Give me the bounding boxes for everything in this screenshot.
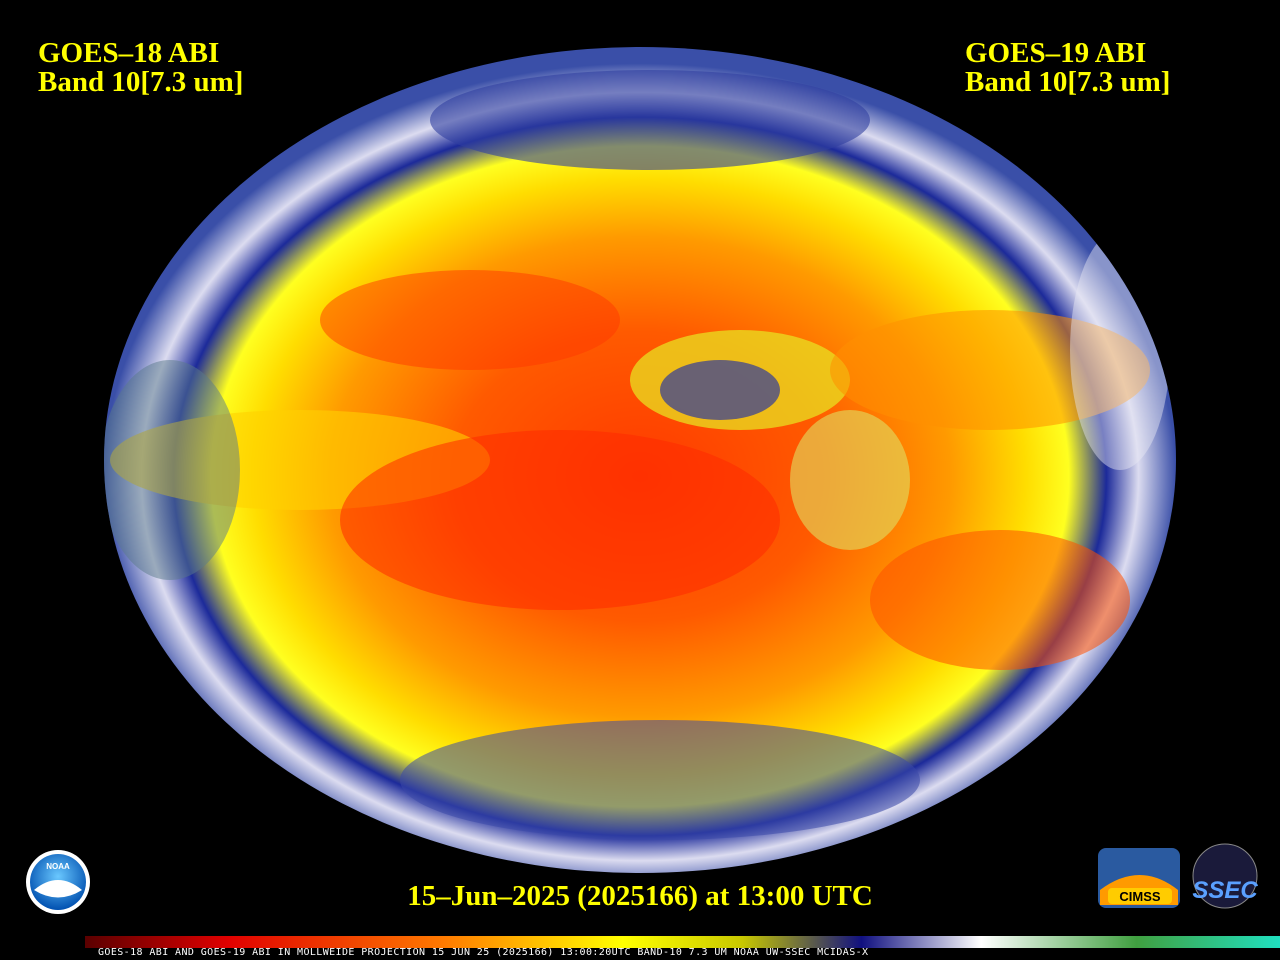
cloud-region [430, 70, 870, 170]
ssec-logo: SSEC [1192, 843, 1258, 909]
footer-caption: GOES-18 ABI AND GOES-19 ABI IN MOLLWEIDE… [98, 947, 868, 958]
cloud-region [660, 360, 780, 420]
color-bar [85, 936, 1280, 948]
right-title: GOES–19 ABI [965, 37, 1146, 69]
right-subtitle: Band 10[7.3 um] [965, 66, 1170, 98]
cloud-region [400, 720, 920, 840]
noaa-label: NOAA [46, 862, 70, 871]
timestamp: 15–Jun–2025 (2025166) at 13:00 UTC [407, 880, 873, 912]
cimss-logo: CIMSS [1098, 848, 1180, 908]
left-title: GOES–18 ABI [38, 37, 219, 69]
moist-region [790, 410, 910, 550]
dry-region [870, 530, 1130, 670]
logo-disk [1192, 843, 1258, 909]
noaa-logo: NOAA [26, 850, 90, 914]
logo-plate [1108, 888, 1172, 904]
dry-region [340, 430, 780, 610]
left-subtitle: Band 10[7.3 um] [38, 66, 243, 98]
dry-region [830, 310, 1150, 430]
cloud-region [104, 360, 240, 580]
cloud-features [104, 70, 1170, 840]
cimss-label: CIMSS [1119, 889, 1161, 904]
logo-bird [34, 880, 82, 898]
ssec-label: SSEC [1192, 877, 1258, 904]
dry-region [320, 270, 620, 370]
